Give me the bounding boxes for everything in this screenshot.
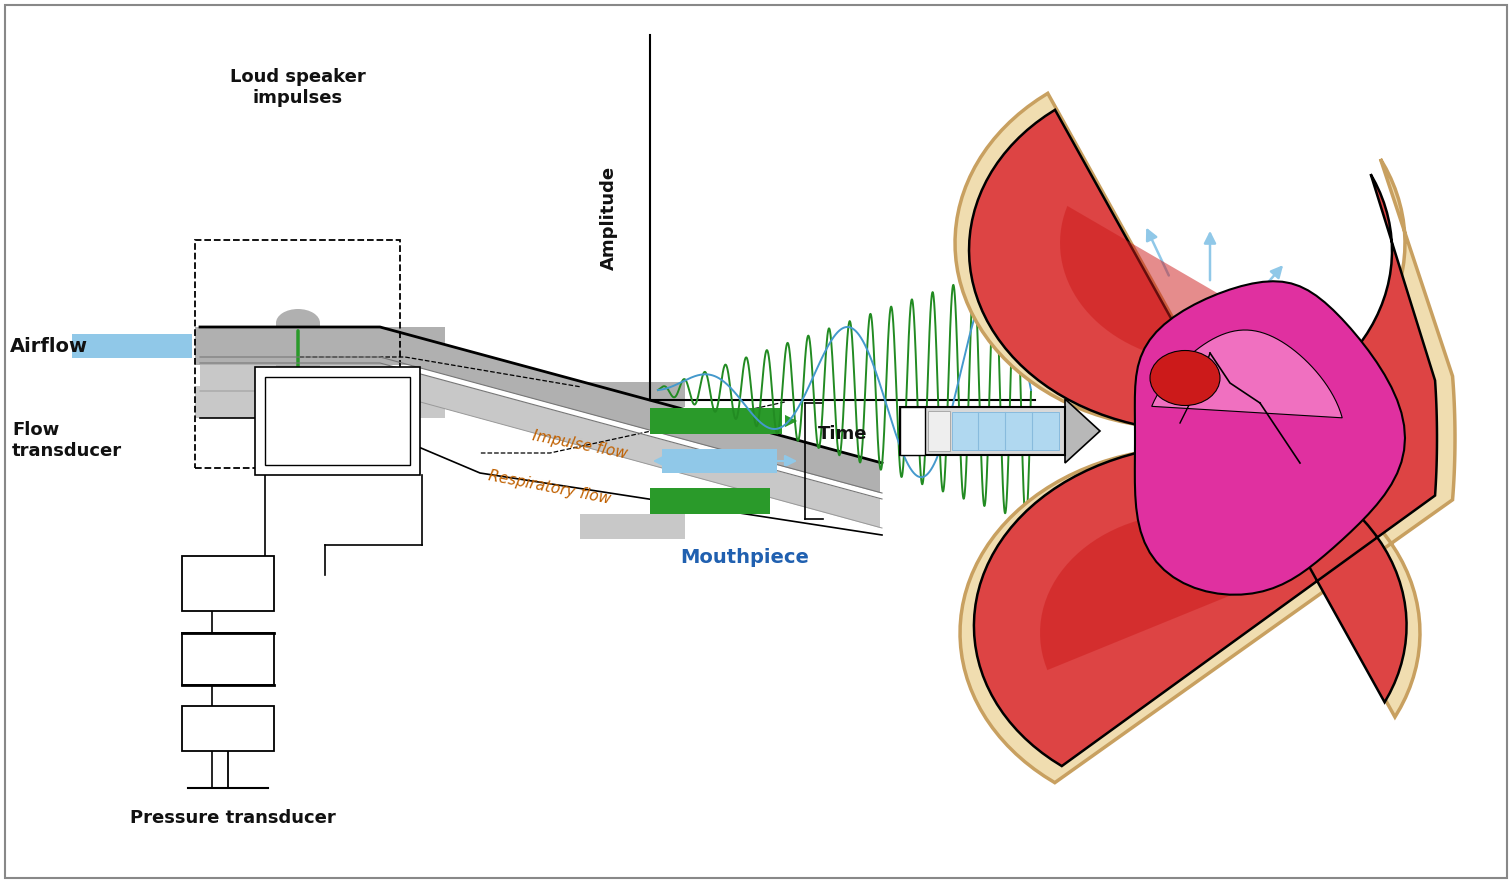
Bar	[953, 412, 1058, 450]
Bar	[900, 407, 925, 455]
Text: Respiratory flow: Respiratory flow	[487, 469, 612, 507]
Polygon shape	[200, 327, 880, 493]
Bar	[928, 411, 950, 451]
Polygon shape	[1060, 206, 1299, 363]
Polygon shape	[969, 109, 1436, 766]
Bar	[581, 514, 685, 539]
Text: Mouthpiece: Mouthpiece	[680, 548, 809, 567]
Polygon shape	[1152, 330, 1343, 418]
Polygon shape	[1040, 513, 1311, 670]
Text: Amplitude: Amplitude	[600, 165, 618, 269]
Bar	[581, 382, 685, 407]
Ellipse shape	[1151, 351, 1220, 405]
Bar	[277, 323, 321, 468]
Bar	[181, 706, 274, 751]
Text: Pressure transducer: Pressure transducer	[130, 809, 336, 827]
Bar	[181, 633, 274, 685]
Bar	[650, 488, 770, 514]
Text: Flow
transducer: Flow transducer	[12, 421, 122, 460]
Text: Impulse flow: Impulse flow	[531, 428, 629, 462]
Bar	[650, 408, 782, 434]
Ellipse shape	[277, 309, 321, 337]
Polygon shape	[1064, 399, 1101, 463]
Bar	[900, 407, 1064, 455]
Text: Time: Time	[818, 425, 868, 443]
Bar	[195, 386, 445, 418]
Bar	[195, 240, 401, 468]
Bar	[662, 449, 777, 473]
Polygon shape	[1136, 281, 1405, 594]
Bar	[256, 367, 420, 475]
Text: Loud speaker
impulses: Loud speaker impulses	[230, 68, 366, 107]
Bar	[195, 327, 445, 365]
Polygon shape	[200, 363, 880, 528]
Bar	[181, 556, 274, 611]
Bar	[265, 377, 410, 465]
Bar	[73, 334, 192, 358]
Polygon shape	[956, 94, 1455, 782]
Text: Airflow: Airflow	[11, 336, 88, 356]
